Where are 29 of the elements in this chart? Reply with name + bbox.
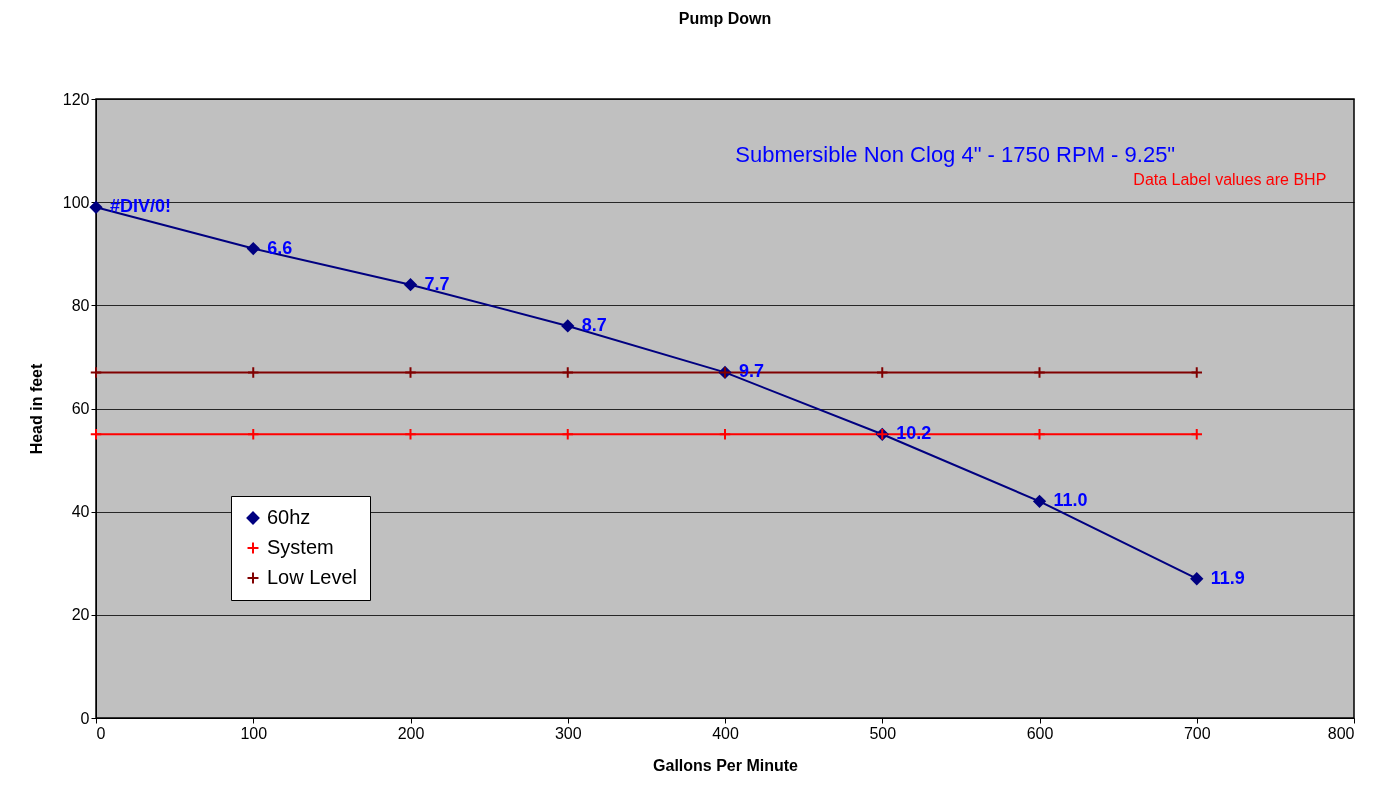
x-tick-label: 0 [96, 724, 106, 742]
legend-label: 60hz [267, 506, 311, 528]
annotation: Submersible Non Clog 4" - 1750 RPM - 9.25" [735, 142, 1176, 167]
x-tick-label: 600 [1026, 724, 1054, 742]
annotation: 11.9 [1210, 567, 1245, 588]
legend-label: System [267, 536, 334, 558]
x-tick-label: 800 [1327, 724, 1355, 742]
y-tick-label: 20 [71, 606, 90, 624]
y-tick-label: 40 [71, 503, 90, 521]
y-tick-label: 100 [62, 193, 90, 211]
chart-title: Pump Down [678, 10, 772, 27]
annotation: 7.7 [424, 273, 450, 294]
legend-label: Low Level [267, 566, 358, 588]
x-tick-label: 700 [1183, 724, 1211, 742]
x-tick-label: 200 [397, 724, 425, 742]
x-tick-label: 500 [869, 724, 897, 742]
x-tick-label: 100 [240, 724, 268, 742]
y-axis-title: Head in feet [27, 362, 45, 455]
y-tick-label: 80 [71, 296, 90, 314]
annotation: 8.7 [581, 314, 607, 335]
y-tick-label: 120 [62, 90, 90, 108]
annotation: Data Label values are BHP [1133, 171, 1327, 188]
annotation: 11.0 [1053, 490, 1088, 511]
annotation: 6.6 [267, 237, 293, 258]
x-tick-label: 300 [554, 724, 582, 742]
x-tick-label: 400 [712, 724, 739, 742]
x-axis-title: Gallons Per Minute [653, 756, 799, 774]
y-tick-label: 60 [71, 400, 90, 417]
y-tick-label: 0 [80, 709, 90, 727]
